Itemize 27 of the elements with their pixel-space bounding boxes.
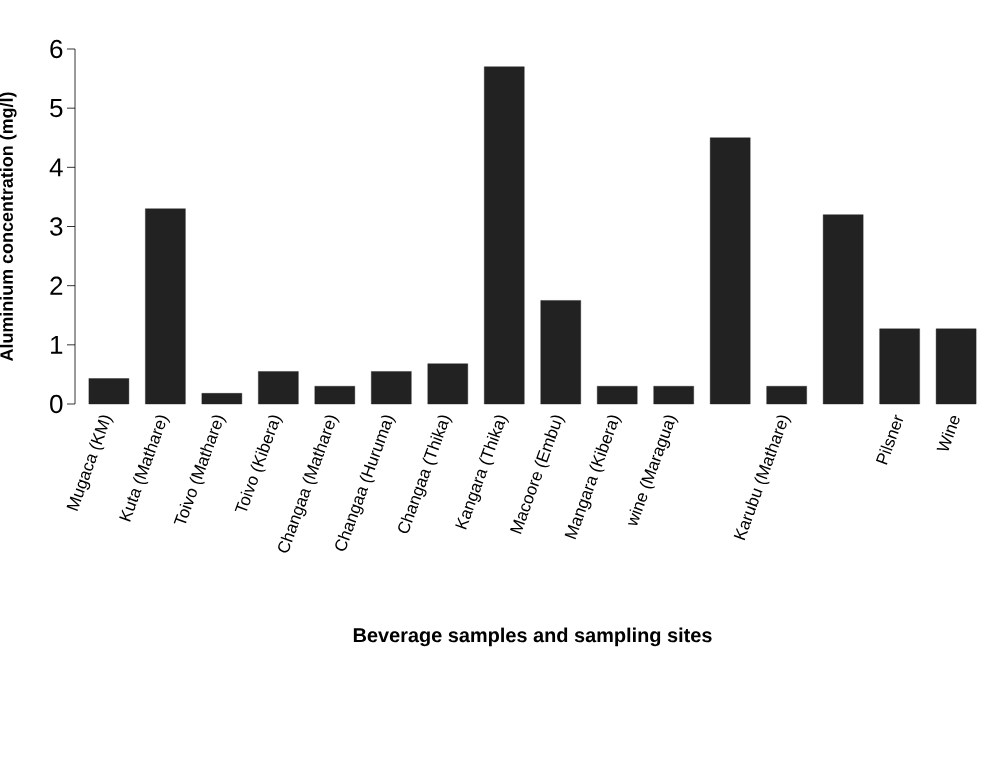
- bar: [201, 393, 243, 405]
- bar: [314, 386, 356, 405]
- bar: [427, 363, 468, 405]
- x-tick-label: Pilsner: [875, 414, 904, 465]
- x-tick-label: Wine: [936, 416, 960, 451]
- y-tick-label: 6: [50, 39, 63, 59]
- bar: [822, 214, 864, 405]
- y-tick-label: 4: [49, 158, 63, 177]
- bar: [145, 208, 186, 405]
- y-tick-label: 1: [51, 335, 63, 354]
- x-axis-title: Beverage samples and sampling sites: [353, 627, 712, 647]
- bar: [766, 386, 807, 405]
- bar: [879, 328, 920, 405]
- bar: [88, 378, 130, 405]
- bar: [935, 328, 977, 405]
- y-tick-label: 5: [50, 99, 63, 118]
- bar: [709, 137, 751, 405]
- y-tick-label: 3: [50, 217, 63, 236]
- bar: [258, 371, 299, 405]
- bar: [484, 66, 525, 405]
- y-tick-label: 2: [50, 276, 63, 295]
- bar: [597, 386, 638, 405]
- bar: [540, 300, 581, 405]
- y-tick-label: 0: [50, 394, 63, 414]
- bar: [371, 371, 412, 405]
- y-axis-title: Aluminium concentration (mg/l): [0, 92, 17, 362]
- bar: [653, 386, 694, 405]
